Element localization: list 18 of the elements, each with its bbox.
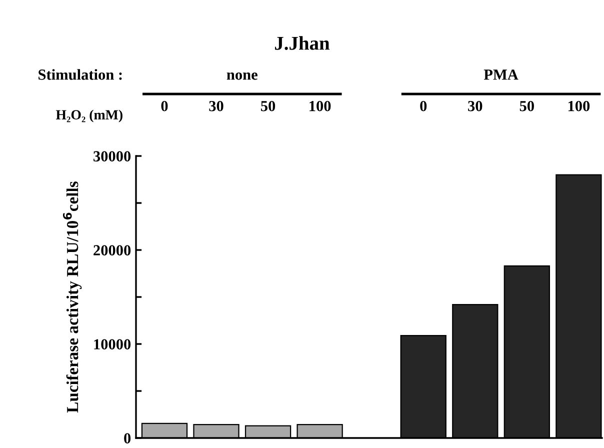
text: Stimulation : — [38, 69, 122, 80]
text: none — [226, 72, 258, 80]
y-tick-label: 30000 — [94, 151, 131, 162]
x-tick-label: 30 — [468, 100, 482, 112]
x-tick-label: 30 — [209, 100, 224, 112]
x-tick-label: 0 — [161, 100, 168, 112]
y-tick-label: 20000 — [94, 245, 131, 256]
x-tick-label: 50 — [261, 100, 276, 112]
y-tick-label: 10000 — [94, 339, 131, 350]
chart-title: J.Jhan — [275, 36, 330, 50]
text: PMA — [484, 70, 518, 80]
x-tick-label: 100 — [568, 100, 590, 112]
x-tick-label: 100 — [310, 100, 331, 112]
x-axis-title: H₂O₂ (mM) — [56, 110, 122, 122]
x-tick-label: 50 — [520, 100, 534, 112]
y-axis-title: Luciferase activity RLU/10$^{6}$cells — [63, 181, 82, 413]
x-tick-label: 0 — [420, 100, 427, 112]
y-tick-label: 0 — [124, 433, 131, 444]
